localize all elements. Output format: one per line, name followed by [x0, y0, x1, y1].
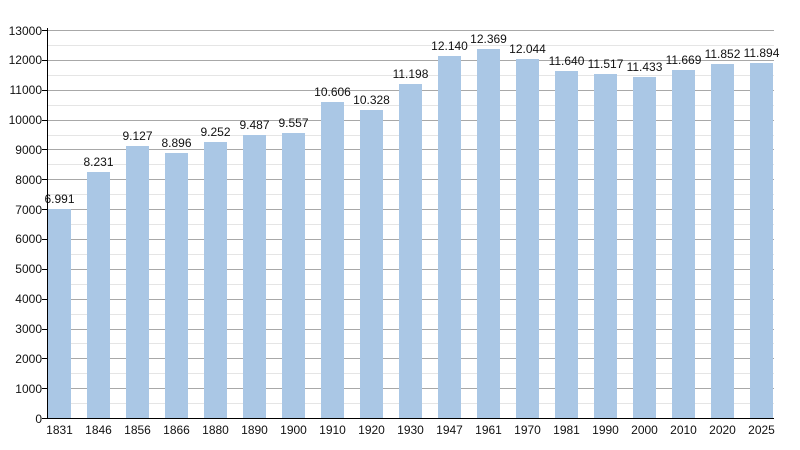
bar — [360, 109, 383, 418]
bar — [243, 134, 266, 418]
bar-value-label: 9.487 — [239, 117, 270, 132]
x-tick-label: 1900 — [280, 423, 307, 437]
x-tick-label: 1846 — [85, 423, 112, 437]
gridline-major — [48, 30, 774, 31]
y-tick-label: 3000 — [15, 322, 42, 336]
y-tick-mark — [42, 119, 47, 121]
bar-value-label: 9.252 — [200, 124, 231, 139]
bar — [165, 152, 188, 418]
gridline-major — [48, 59, 774, 61]
bar-value-label: 11.894 — [743, 46, 780, 60]
y-tick-label: 13000 — [8, 23, 42, 38]
x-tick-label: 1961 — [475, 423, 502, 437]
y-tick-label: 5000 — [15, 262, 42, 277]
y-tick-label: 7000 — [15, 202, 42, 217]
x-tick-label: 1880 — [202, 423, 229, 437]
y-tick-mark — [42, 268, 47, 270]
bar — [477, 48, 500, 418]
bar-value-label: 8.231 — [83, 155, 114, 170]
bar-value-label: 8.896 — [161, 135, 192, 150]
y-tick-mark — [42, 59, 47, 61]
bar — [711, 64, 734, 418]
bar — [438, 55, 461, 418]
y-axis-line — [47, 28, 48, 419]
bar-value-label: 12.140 — [431, 38, 468, 53]
bar-value-label: 10.606 — [314, 84, 351, 99]
plot-area: 6.991 8.231 9.127 8.896 9.252 9.487 9.557 10.60… — [44, 30, 779, 418]
y-tick-label: 11000 — [9, 83, 42, 98]
y-tick-mark — [42, 89, 47, 91]
x-tick-label: 1981 — [553, 423, 580, 437]
y-tick-label: 12000 — [8, 53, 42, 68]
y-tick-mark — [42, 418, 47, 419]
y-tick-mark — [42, 328, 47, 330]
x-tick-label: 1920 — [358, 423, 385, 437]
y-tick-mark — [42, 30, 47, 31]
bar — [555, 70, 578, 418]
bar — [48, 209, 71, 418]
x-tick-label: 1856 — [124, 423, 151, 437]
bar — [126, 145, 149, 418]
y-tick-label: 6000 — [15, 232, 42, 247]
x-tick-label: 2010 — [670, 423, 697, 437]
bar — [672, 69, 695, 418]
y-tick-label: 1000 — [15, 381, 42, 396]
bar — [516, 58, 539, 418]
y-tick-mark — [42, 149, 47, 151]
y-tick-label: 10000 — [8, 113, 42, 127]
bar — [204, 141, 227, 418]
bar — [321, 101, 344, 418]
x-axis-line — [47, 418, 774, 419]
x-tick-label: 1910 — [319, 423, 346, 437]
bar — [87, 172, 110, 418]
gridline-minor — [48, 44, 774, 46]
y-tick-label: 0 — [35, 411, 42, 426]
bar-value-label: 9.127 — [122, 128, 153, 143]
bar-value-label: 11.433 — [626, 59, 663, 74]
bar — [282, 132, 305, 418]
bar-value-label: 11.517 — [587, 57, 624, 72]
y-tick-mark — [42, 179, 47, 181]
x-tick-label: 1990 — [592, 423, 619, 437]
x-tick-label: 2025 — [748, 423, 775, 437]
y-tick-mark — [42, 238, 47, 240]
bar-value-label: 11.669 — [665, 52, 702, 67]
bar-value-label: 11.852 — [704, 47, 741, 62]
bar-value-label: 12.044 — [509, 41, 546, 56]
x-tick-label: 1947 — [436, 423, 463, 437]
bar-value-label: 11.198 — [392, 66, 429, 81]
bar — [633, 76, 656, 418]
y-tick-label: 9000 — [15, 142, 42, 157]
y-tick-mark — [42, 358, 47, 360]
bar-value-label: 9.557 — [278, 115, 309, 130]
bar-value-label: 10.328 — [353, 92, 390, 107]
bar — [594, 74, 617, 418]
x-tick-label: 1970 — [514, 423, 541, 437]
x-tick-label: 2020 — [709, 423, 736, 437]
x-tick-label: 1890 — [241, 423, 268, 437]
bar-value-label: 6.991 — [44, 192, 75, 207]
y-tick-label: 4000 — [15, 292, 42, 307]
y-tick-mark — [42, 209, 47, 211]
gridline-minor — [48, 74, 774, 76]
bar-value-label: 11.640 — [548, 53, 585, 68]
x-tick-label: 2000 — [631, 423, 658, 437]
y-tick-label: 2000 — [15, 351, 42, 366]
bar-value-label: 12.369 — [470, 31, 507, 46]
y-tick-label: 8000 — [15, 172, 42, 187]
bar — [399, 83, 422, 418]
x-tick-label: 1866 — [163, 423, 190, 437]
y-tick-mark — [42, 388, 47, 390]
bar — [750, 63, 773, 418]
x-tick-label: 1930 — [397, 423, 424, 437]
y-tick-mark — [42, 298, 47, 300]
x-tick-label: 1831 — [46, 423, 73, 437]
